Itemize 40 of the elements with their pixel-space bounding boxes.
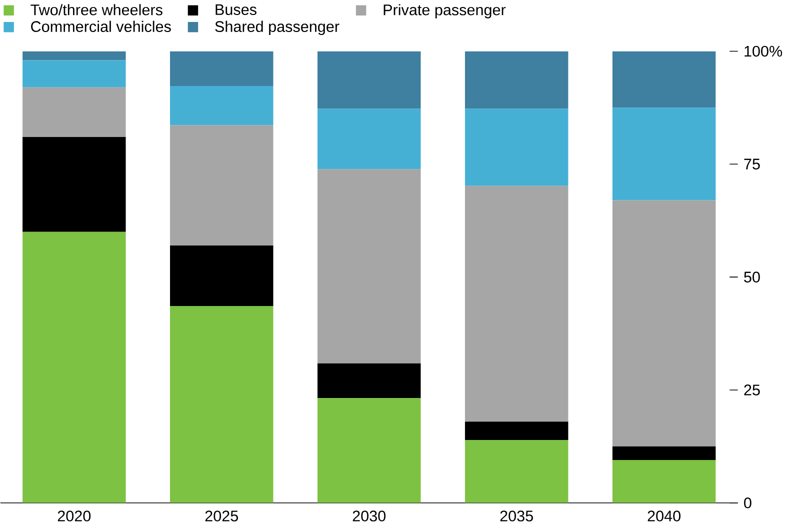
bar bbox=[317, 51, 421, 109]
bar bbox=[612, 446, 716, 460]
bar bbox=[464, 440, 568, 503]
y-tick-label: 0 bbox=[744, 498, 752, 508]
bar bbox=[612, 108, 716, 200]
y-tick-label: 75 bbox=[744, 158, 760, 170]
bar bbox=[317, 363, 421, 398]
bar bbox=[464, 108, 568, 186]
x-tick-label: 2030 bbox=[352, 510, 386, 522]
bar bbox=[22, 87, 126, 138]
y-tick-label: 100% bbox=[744, 46, 782, 57]
y-tick-label: 50 bbox=[744, 272, 760, 283]
bar bbox=[170, 246, 274, 306]
legend-label: Shared passenger bbox=[215, 20, 340, 36]
bar bbox=[464, 51, 568, 109]
x-tick-label: 2020 bbox=[58, 510, 91, 522]
bar bbox=[317, 108, 421, 170]
bar bbox=[22, 60, 126, 88]
bar bbox=[22, 232, 126, 503]
legend-label: Two/three wheelers bbox=[30, 4, 162, 16]
bar bbox=[612, 460, 716, 503]
x-tick-label: 2040 bbox=[648, 510, 680, 522]
bar bbox=[317, 398, 421, 503]
bar bbox=[22, 51, 126, 60]
x-tick-label: 2035 bbox=[500, 510, 533, 522]
x-tick-label: 2025 bbox=[205, 510, 238, 522]
bar bbox=[317, 169, 421, 364]
bar bbox=[612, 51, 716, 108]
bar bbox=[170, 306, 274, 503]
bar bbox=[170, 86, 274, 126]
legend-label: Buses bbox=[216, 4, 256, 16]
bar bbox=[464, 186, 568, 422]
bar bbox=[22, 137, 126, 232]
bar bbox=[170, 51, 274, 86]
y-tick-label: 25 bbox=[744, 384, 760, 396]
legend-label: Commercial vehicles bbox=[31, 20, 171, 32]
bar bbox=[464, 422, 568, 440]
legend-label: Private passenger bbox=[384, 4, 506, 18]
bar bbox=[170, 125, 274, 246]
bar bbox=[612, 200, 716, 447]
